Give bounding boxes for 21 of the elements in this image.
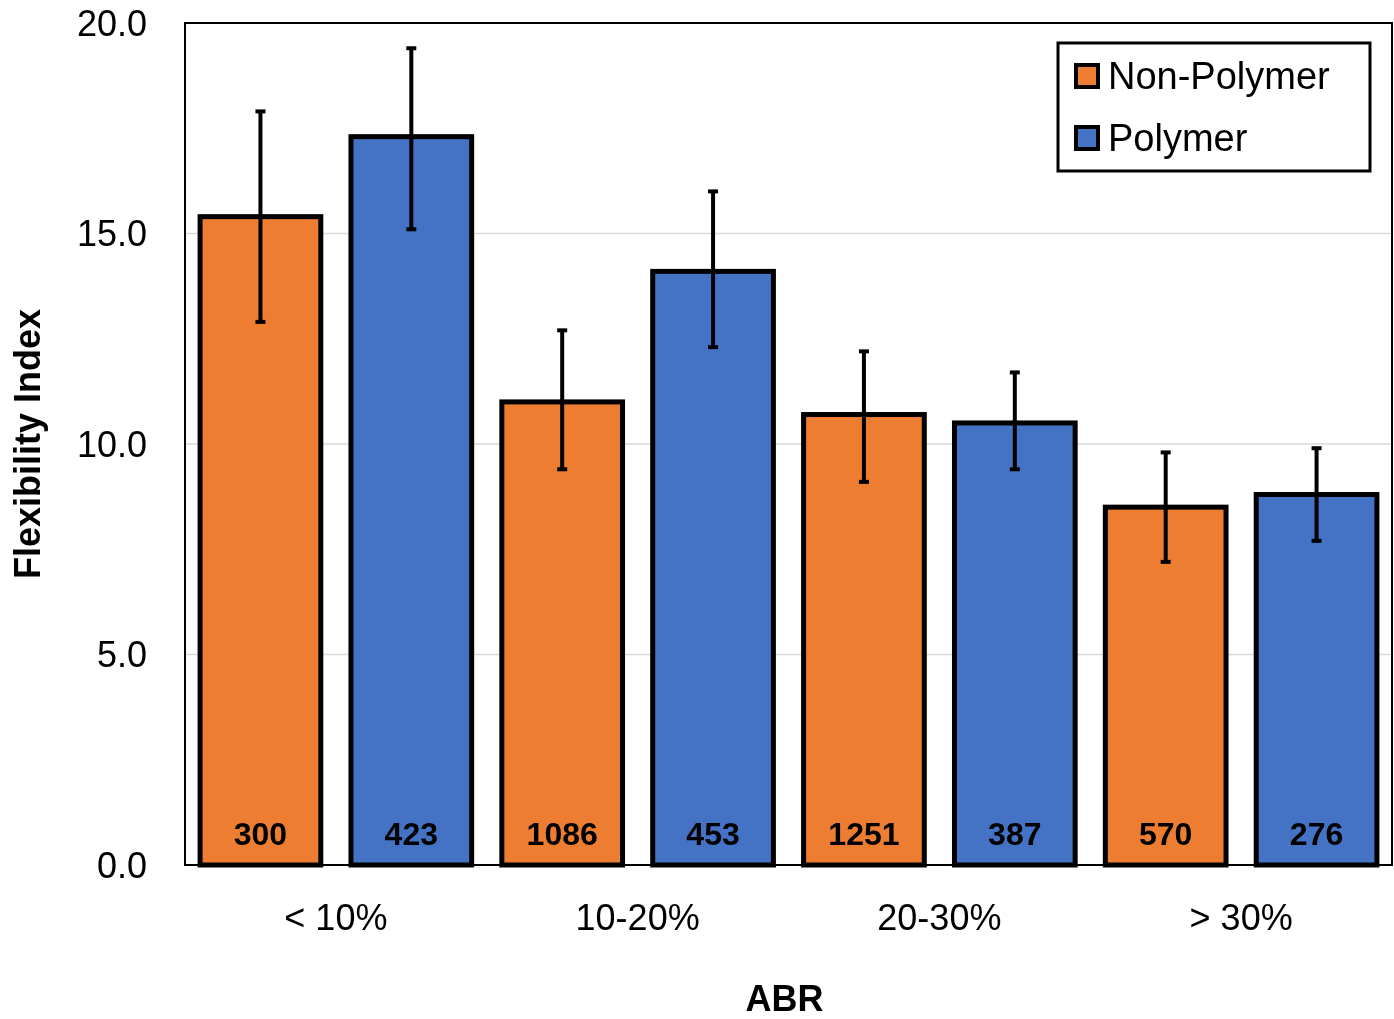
x-tick-label: > 30% (1189, 897, 1293, 938)
annotation: 423 (384, 816, 439, 852)
y-tick-label: 0.0 (96, 844, 147, 886)
annotation: 300 (233, 816, 288, 852)
legend-label: Polymer (1108, 117, 1248, 160)
annotation: 453 (686, 816, 740, 852)
annotation: 276 (1289, 816, 1344, 852)
x-axis-title: ABR (745, 978, 824, 1019)
annotation: 1251 (828, 816, 900, 852)
x-tick-label: 10-20% (575, 897, 700, 938)
y-tick-label: 5.0 (96, 634, 147, 676)
annotation: 1086 (526, 816, 598, 852)
y-tick-label: 20.0 (76, 2, 147, 44)
annotation: 570 (1138, 816, 1193, 852)
annotation: 387 (988, 816, 1042, 852)
legend-label: Non-Polymer (1108, 55, 1331, 98)
x-tick-label: 20-30% (877, 897, 1002, 938)
x-tick-label: < 10% (284, 897, 388, 938)
y-tick-label: 15.0 (76, 213, 147, 255)
y-axis-title: Flexibility Index (7, 308, 48, 580)
y-tick-label: 10.0 (76, 423, 147, 465)
